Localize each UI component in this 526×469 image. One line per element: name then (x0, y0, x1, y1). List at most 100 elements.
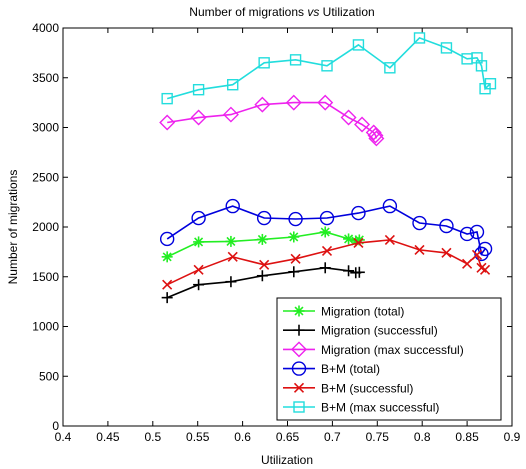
data-point (288, 231, 300, 243)
data-point (475, 60, 488, 72)
legend: Migration (total) Migration (successful) M… (276, 297, 502, 421)
y-tick-label: 3000 (32, 121, 59, 135)
data-point (414, 244, 425, 255)
data-point (384, 62, 396, 74)
x-tick-label: 0.6 (234, 430, 251, 444)
data-point (192, 83, 205, 96)
legend-marker (291, 361, 307, 376)
data-point (412, 215, 427, 231)
data-point (290, 253, 301, 264)
legend-item: Migration (successful) (283, 324, 438, 338)
data-point (288, 211, 303, 227)
data-point (193, 236, 205, 248)
legend-label: B+M (max successful) (321, 401, 439, 415)
data-point (351, 205, 366, 221)
data-point (343, 265, 355, 277)
series-5 (161, 32, 497, 105)
y-tick-label: 4000 (32, 21, 59, 35)
y-tick-label: 2000 (32, 220, 59, 234)
series-2 (159, 94, 385, 147)
data-point (256, 233, 268, 245)
y-tick-label: 2500 (32, 170, 59, 184)
x-tick-label: 0.85 (455, 430, 479, 444)
legend-marker (291, 341, 307, 358)
data-point (193, 264, 204, 275)
data-point (471, 249, 483, 260)
y-tick-label: 0 (52, 419, 59, 433)
x-tick-label: 0.9 (504, 430, 521, 444)
data-point (353, 266, 365, 278)
data-point (190, 109, 207, 126)
data-point (321, 60, 333, 72)
x-tick-label: 0.5 (144, 430, 161, 444)
data-point (161, 292, 173, 304)
y-tick-label: 1000 (32, 320, 59, 334)
legend-box (276, 297, 502, 421)
legend-item: B+M (successful) (283, 381, 413, 395)
data-point (319, 210, 335, 226)
chart-title: Number of migrations vs Utilization (189, 5, 374, 19)
data-point (477, 241, 493, 257)
data-point (317, 94, 334, 111)
data-point (319, 262, 331, 274)
x-tick-label: 0.65 (276, 430, 300, 444)
y-tick-label: 1500 (32, 270, 59, 284)
data-point (259, 259, 270, 270)
data-point (459, 226, 475, 242)
legend-item: B+M (total) (283, 361, 380, 376)
data-point (479, 264, 491, 275)
chart-title-part: Utilization (319, 5, 374, 19)
legend-item: Migration (total) (283, 305, 404, 319)
data-point (353, 237, 364, 248)
chart-title-part: Number of migrations (189, 5, 307, 19)
data-point (352, 39, 365, 51)
y-tick-label: 500 (39, 369, 59, 383)
data-point (340, 109, 357, 126)
data-point (227, 79, 239, 91)
data-point (365, 124, 382, 141)
data-point (227, 251, 238, 262)
y-tick-label: 3500 (32, 71, 59, 85)
chart-title-vs: vs (307, 5, 319, 19)
data-point (161, 251, 173, 263)
data-point (441, 247, 452, 258)
axes: 0.4 0.45 0.5 0.55 0.6 0.65 0.7 0.75 0.8 0.85 0.9 0 5… (32, 21, 520, 444)
data-point (285, 94, 302, 111)
data-point (354, 116, 371, 133)
data-point (288, 266, 300, 278)
data-point (222, 106, 239, 123)
data-point (254, 96, 271, 113)
legend-label: B+M (successful) (321, 381, 413, 395)
legend-label: Migration (successful) (321, 324, 438, 338)
x-axis-label: Utilization (261, 453, 313, 467)
legend-marker (293, 382, 305, 393)
legend-item: B+M (max successful) (283, 401, 439, 415)
data-point (440, 42, 453, 54)
series-1 (161, 262, 365, 304)
data-point (321, 245, 333, 256)
x-tick-label: 0.45 (96, 430, 120, 444)
data-point (256, 210, 272, 226)
legend-marker (293, 324, 305, 336)
legend-marker (293, 305, 305, 317)
data-point (159, 231, 175, 247)
data-point (343, 233, 355, 245)
data-point (162, 279, 173, 290)
data-point (382, 198, 398, 214)
data-point (161, 92, 173, 105)
data-point (469, 224, 485, 240)
x-tick-label: 0.75 (366, 430, 390, 444)
x-tick-label: 0.7 (324, 430, 341, 444)
data-point (289, 54, 302, 66)
data-point (384, 234, 395, 246)
data-point (439, 218, 454, 234)
data-point (191, 210, 206, 226)
legend-label: Migration (max successful) (321, 343, 464, 357)
series-4 (162, 234, 491, 290)
data-point (225, 235, 237, 247)
data-point (258, 57, 270, 69)
data-point (413, 32, 426, 44)
y-axis-label: Number of migrations (6, 170, 20, 285)
series-line (166, 205, 486, 256)
